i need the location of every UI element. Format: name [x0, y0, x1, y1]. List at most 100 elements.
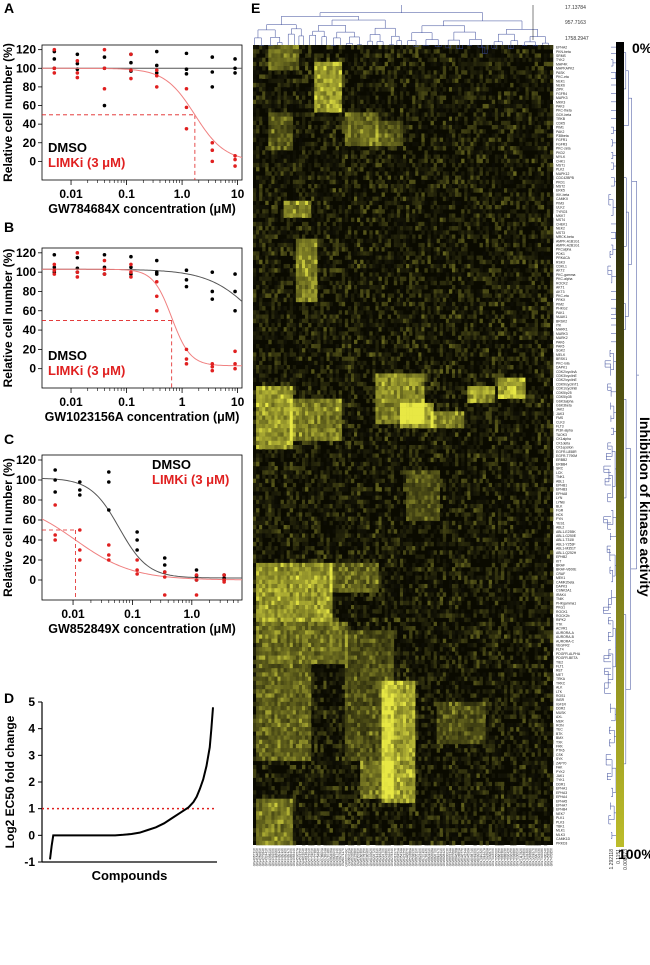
heatmap-cell: [277, 112, 281, 117]
heatmap-cell: [253, 790, 257, 795]
heatmap-cell: [268, 268, 272, 273]
heatmap-cell: [271, 840, 275, 846]
heatmap-cell: [259, 487, 263, 492]
heatmap-cell: [347, 171, 352, 176]
heatmap-cell: [268, 183, 272, 189]
heatmap-cell: [274, 398, 278, 404]
heatmap-cell: [265, 381, 269, 387]
heatmap-cell: [305, 487, 309, 492]
heatmap-cell: [314, 613, 318, 618]
chart-b-point-1-14: [154, 308, 159, 313]
heatmap-cell: [256, 251, 260, 256]
heatmap-cell: [329, 811, 333, 816]
heatmap-cell: [268, 512, 272, 517]
heatmap-cell: [292, 66, 297, 71]
heatmap-cell: [314, 743, 318, 749]
heatmap-cell: [323, 158, 327, 164]
heatmap-cell: [350, 99, 355, 105]
heatmap-cell: [289, 533, 294, 538]
chart-d-ytick-label-3: 2: [28, 775, 35, 789]
heatmap-cell: [277, 411, 281, 416]
heatmap-cell: [314, 327, 318, 332]
heatmap-cell: [268, 255, 272, 261]
heatmap-cell: [332, 621, 336, 627]
heatmap-cell: [314, 626, 318, 631]
heatmap-cell: [286, 377, 291, 383]
heatmap-cell: [283, 192, 287, 197]
heatmap-cell: [341, 276, 346, 282]
heatmap-cell: [289, 520, 294, 526]
heatmap-cell: [256, 714, 260, 719]
heatmap-cell: [311, 242, 315, 248]
heatmap-cell: [286, 802, 291, 808]
heatmap-cell: [305, 811, 309, 816]
heatmap-cell: [335, 575, 340, 581]
heatmap-cell: [347, 398, 352, 404]
heatmap-cell: [317, 335, 321, 341]
heatmap-cell: [295, 466, 300, 471]
heatmap-cell: [295, 133, 300, 138]
heatmap-cell: [289, 731, 294, 736]
heatmap-cell: [317, 718, 321, 724]
heatmap-cell: [253, 457, 257, 463]
chart-a-curve-1: [42, 67, 243, 158]
heatmap-cell: [323, 390, 327, 395]
heatmap-cell: [286, 428, 291, 433]
heatmap-cell: [305, 205, 309, 210]
heatmap-cell: [280, 752, 284, 757]
chart-b-point-0-23: [233, 308, 237, 313]
heatmap-cell: [277, 61, 281, 67]
heatmap-cell: [341, 828, 346, 833]
heatmap-cell: [286, 158, 291, 164]
heatmap-cell: [338, 259, 343, 265]
heatmap-cell: [317, 609, 321, 614]
heatmap-cell: [347, 596, 352, 602]
heatmap-cell: [262, 697, 266, 703]
heatmap-cell: [344, 503, 349, 509]
heatmap-cell: [289, 668, 294, 673]
chart-a-point-1-9: [129, 52, 133, 57]
heatmap-cell: [301, 255, 306, 261]
heatmap-cell: [311, 739, 315, 745]
heatmap-cell: [259, 807, 263, 812]
heatmap-cell: [280, 449, 284, 454]
heatmap-cell: [326, 575, 330, 581]
heatmap-cell: [289, 386, 294, 391]
heatmap-cell: [338, 752, 343, 757]
heatmap-cell: [298, 141, 303, 147]
heatmap-cell: [283, 95, 287, 101]
heatmap-cell: [308, 680, 312, 686]
heatmap-cell: [259, 693, 263, 698]
heatmap-cell: [314, 360, 318, 366]
heatmap-cell: [311, 777, 315, 783]
heatmap-cell: [295, 752, 300, 757]
heatmap-cell: [271, 322, 275, 328]
heatmap-cell: [335, 503, 340, 509]
heatmap-cell: [338, 402, 343, 408]
heatmap-cell: [283, 651, 287, 656]
heatmap-cell: [253, 49, 257, 54]
heatmap-cell: [253, 466, 257, 471]
heatmap-cell: [298, 554, 303, 559]
heatmap-cell: [332, 209, 336, 214]
heatmap-cell: [314, 381, 318, 387]
heatmap-cell: [277, 613, 281, 618]
heatmap-cell: [256, 327, 260, 332]
heatmap-cell: [277, 125, 281, 130]
heatmap-cell: [268, 626, 272, 631]
heatmap-cell: [283, 823, 287, 829]
heatmap-cell: [268, 727, 272, 732]
heatmap-cell: [271, 823, 275, 829]
heatmap-cell: [259, 756, 263, 762]
heatmap-cell: [277, 263, 281, 269]
heatmap-cell: [271, 482, 275, 488]
heatmap-cell: [347, 192, 352, 197]
heatmap-cell: [271, 672, 275, 677]
heatmap-cell: [253, 651, 257, 656]
heatmap-cell: [308, 663, 312, 669]
heatmap-cell: [295, 70, 300, 75]
heatmap-cell: [308, 91, 312, 96]
heatmap-cell: [314, 221, 318, 227]
heatmap-cell: [283, 289, 287, 294]
heatmap-cell: [262, 823, 266, 829]
